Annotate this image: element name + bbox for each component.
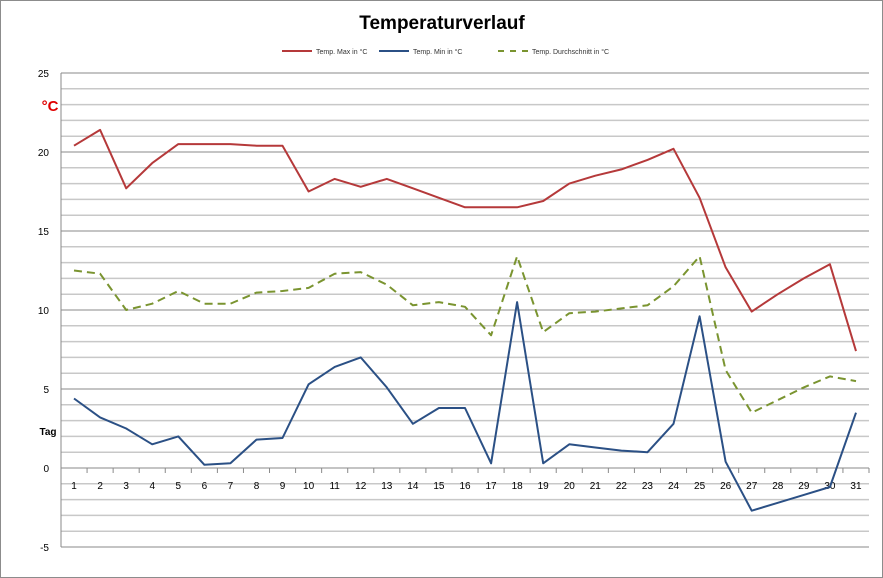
y-tick-label: 25 xyxy=(38,69,50,80)
y-tick-label: 10 xyxy=(38,306,50,317)
y-tick-label: 0 xyxy=(43,464,49,475)
x-axis-label: Tag xyxy=(39,427,56,438)
x-tick-label: 1 xyxy=(71,481,77,492)
x-tick-label: 15 xyxy=(433,481,445,492)
x-tick-label: 12 xyxy=(355,481,367,492)
x-tick-label: 3 xyxy=(123,481,129,492)
x-tick-label: 21 xyxy=(590,481,602,492)
x-tick-label: 9 xyxy=(280,481,286,492)
legend-label: Temp. Min in °C xyxy=(413,48,462,56)
x-tick-label: 28 xyxy=(772,481,784,492)
x-tick-label: 7 xyxy=(228,481,234,492)
x-tick-label: 18 xyxy=(512,481,524,492)
x-tick-label: 13 xyxy=(381,481,393,492)
x-tick-label: 4 xyxy=(149,481,155,492)
x-tick-label: 10 xyxy=(303,481,315,492)
chart-title: Temperaturverlauf xyxy=(359,13,525,34)
x-tick-label: 17 xyxy=(486,481,498,492)
x-tick-label: 22 xyxy=(616,481,628,492)
x-tick-label: 11 xyxy=(329,481,340,492)
x-tick-label: 6 xyxy=(202,481,208,492)
x-tick-label: 25 xyxy=(694,481,706,492)
x-tick-label: 14 xyxy=(407,481,419,492)
x-tick-label: 26 xyxy=(720,481,732,492)
x-tick-label: 16 xyxy=(459,481,471,492)
y-axis-label: °C xyxy=(42,98,59,115)
legend-label: Temp. Max in °C xyxy=(316,48,367,56)
x-tick-label: 31 xyxy=(850,481,862,492)
x-tick-label: 20 xyxy=(564,481,576,492)
y-tick-label: -5 xyxy=(40,543,49,554)
x-tick-label: 29 xyxy=(798,481,810,492)
legend-label: Temp. Durchschnitt in °C xyxy=(532,48,609,56)
x-tick-label: 19 xyxy=(538,481,550,492)
x-tick-label: 5 xyxy=(176,481,182,492)
y-tick-label: 20 xyxy=(38,148,50,159)
x-tick-label: 27 xyxy=(746,481,758,492)
x-tick-label: 8 xyxy=(254,481,260,492)
x-tick-label: 2 xyxy=(97,481,103,492)
x-tick-label: 23 xyxy=(642,481,654,492)
y-tick-label: 5 xyxy=(43,385,49,396)
series-line-1 xyxy=(73,301,857,512)
x-tick-label: 24 xyxy=(668,481,680,492)
series-line-2 xyxy=(73,255,857,414)
series-line-0 xyxy=(73,128,857,352)
y-tick-label: 15 xyxy=(38,227,50,238)
